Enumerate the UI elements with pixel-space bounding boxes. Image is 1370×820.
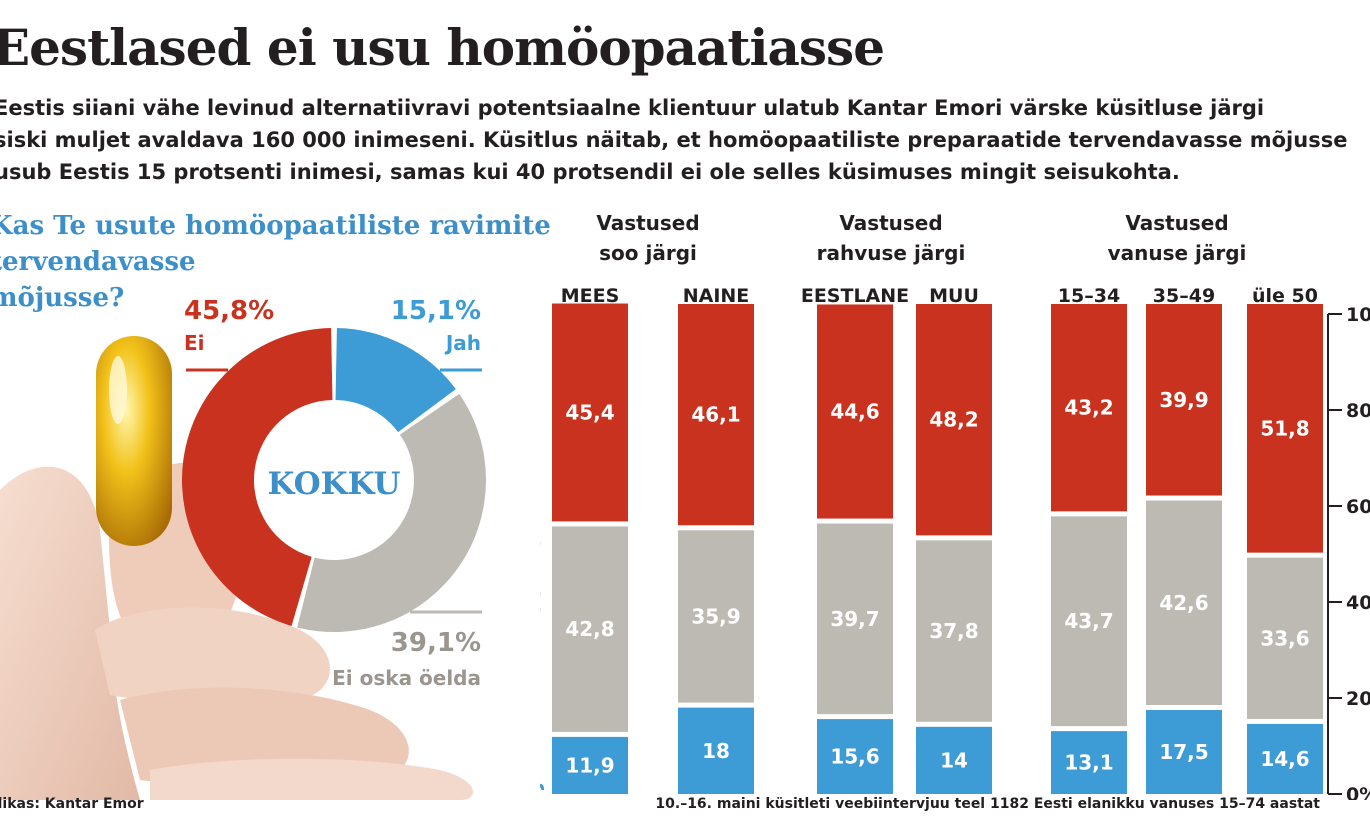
stacked-bar-chart: Vastused soo järgi Vastused rahvuse järgi Va… (540, 211, 1370, 800)
group-title-line: Vastused (839, 211, 942, 235)
bar-value-label: 42,6 (1159, 591, 1208, 615)
bar-segment-ei-oska-oelda (916, 540, 992, 722)
lede-line: Eestis siiani vähe levinud alternatiivra… (0, 96, 1265, 120)
bar-value-label: 42,8 (565, 617, 614, 641)
bar-value-label: 39,7 (830, 607, 879, 631)
ei-label: Ei (184, 331, 205, 355)
bar-segment-jah (916, 726, 992, 794)
eos-percent: 39,1% (390, 628, 481, 658)
bar-segment-ei (1146, 304, 1222, 496)
bar-category-label: 15–34 (1058, 285, 1120, 307)
bar-segment-ei-oska-oelda (678, 530, 754, 703)
bar-value-label: 43,2 (1064, 396, 1113, 420)
lede-paragraph: Eestis siiani vähe levinud alternatiivra… (0, 92, 1348, 188)
source-note: Allikas: Kantar Emor (0, 796, 144, 812)
bar-value-label: 45,4 (565, 400, 614, 424)
jah-label: Jah (445, 331, 481, 355)
bar-value-label: 15,6 (830, 745, 879, 769)
question-line: tervendavasse (0, 247, 196, 277)
bar-segment-ei (1247, 304, 1323, 553)
bar-value-label: 33,6 (1260, 626, 1309, 650)
series-label: EI OSKA ÖELDA (540, 480, 545, 645)
group-title-line: Vastused (596, 211, 699, 235)
eos-label: Ei oska öelda (332, 666, 481, 690)
series-label: JAH (540, 751, 545, 791)
bar-segment-ei (1051, 304, 1127, 512)
bar-category-label: MEES (561, 285, 620, 307)
bar-value-label: 46,1 (691, 403, 740, 427)
bar-value-label: 39,9 (1159, 388, 1208, 412)
bar-segment-ei (552, 303, 628, 522)
group-title-line: rahvuse järgi (817, 241, 966, 265)
jah-percent: 15,1% (390, 296, 481, 326)
bar-segment-jah (1051, 731, 1127, 794)
series-label: EI (540, 325, 545, 345)
bar-value-label: 18 (702, 739, 730, 763)
capsule-icon (96, 336, 172, 546)
y-tick-label: 100 (1346, 304, 1370, 326)
bar-value-label: 43,7 (1064, 609, 1113, 633)
survey-question: Kas Te usute homöopaatiliste ravimite te… (0, 208, 551, 316)
y-tick-label: 80 (1346, 400, 1370, 422)
donut-slice-ei-oska-öelda (297, 393, 486, 632)
bar-value-label: 11,9 (565, 753, 614, 777)
y-tick-label: 0% (1346, 784, 1370, 800)
donut-slice-jah (335, 328, 456, 433)
bar-category-label: 35–49 (1153, 285, 1215, 307)
bar-value-label: 51,8 (1260, 416, 1309, 440)
bar-category-label: EESTLANE (801, 285, 909, 307)
question-line: Kas Te usute homöopaatiliste ravimite (0, 211, 551, 241)
y-tick-label: 40 (1346, 592, 1370, 614)
bar-value-label: 35,9 (691, 604, 740, 628)
bar-segment-ei (916, 304, 992, 536)
question-line: mõjusse? (0, 283, 125, 313)
bar-value-label: 17,5 (1159, 740, 1208, 764)
method-note: 10.–16. maini küsitleti veebiintervjuu t… (655, 796, 1320, 812)
page-title: Eestlased ei usu homöopaatiasse (0, 18, 885, 77)
group-title-line: soo järgi (599, 241, 697, 265)
y-tick-label: 20 (1346, 688, 1370, 710)
y-tick-label: 60 (1346, 496, 1370, 518)
donut-center-label: KOKKU (268, 466, 401, 502)
bar-value-label: 44,6 (830, 400, 879, 424)
bar-segment-jah (1146, 710, 1222, 794)
bar-category-label: NAINE (683, 285, 750, 307)
bar-category-label: üle 50 (1252, 285, 1318, 307)
lede-line: siski muljet avaldava 160 000 inimeseni.… (0, 128, 1348, 152)
bar-value-label: 14 (940, 748, 968, 772)
bar-segment-jah (817, 719, 893, 794)
bar-segment-ei-oska-oelda (1051, 516, 1127, 727)
bar-segment-jah (678, 707, 754, 794)
donut (181, 328, 486, 632)
bar-value-label: 48,2 (929, 408, 978, 432)
lede-line: usub Eestis 15 protsenti inimesi, samas … (0, 160, 1180, 184)
bar-segment-ei (678, 304, 754, 526)
bar-segment-ei-oska-oelda (817, 523, 893, 715)
bar-value-label: 37,8 (929, 619, 978, 643)
bar-segment-ei-oska-oelda (552, 526, 628, 732)
bar-category-label: MUU (929, 285, 979, 307)
donut-slice-ei (181, 328, 333, 626)
group-title-line: vanuse järgi (1108, 241, 1247, 265)
bar-value-label: 13,1 (1064, 751, 1113, 775)
donut-chart: KOKKU (0, 328, 486, 800)
bar-value-label: 14,6 (1260, 747, 1309, 771)
bar-segment-ei (817, 304, 893, 519)
group-title-line: Vastused (1125, 211, 1228, 235)
bar-segment-jah (1247, 723, 1323, 794)
ei-percent: 45,8% (184, 296, 275, 326)
bar-segment-ei-oska-oelda (1146, 500, 1222, 705)
bar-segment-ei-oska-oelda (1247, 557, 1323, 719)
bar-segment-jah (552, 736, 628, 794)
